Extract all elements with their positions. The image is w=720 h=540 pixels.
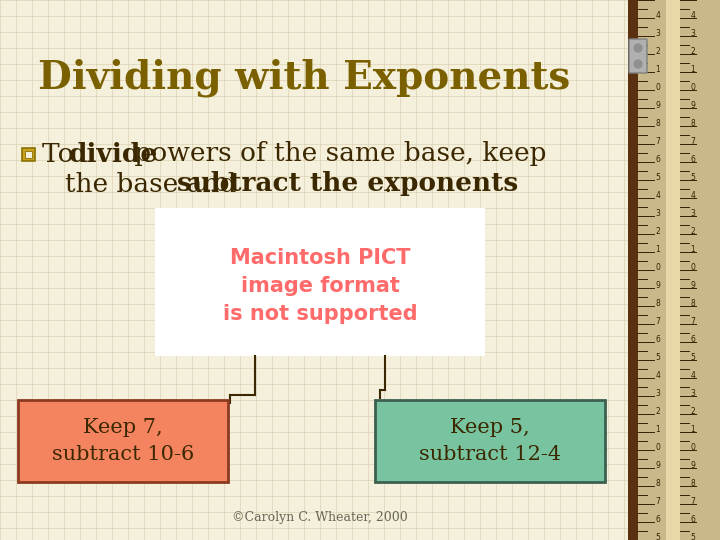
Text: Keep 7,
subtract 10-6: Keep 7, subtract 10-6 [52,418,194,464]
Text: 4: 4 [690,372,696,381]
Text: 3: 3 [690,210,696,219]
Text: 2: 2 [656,408,660,416]
Text: 2: 2 [656,48,660,57]
Text: 2: 2 [690,408,696,416]
Text: 0: 0 [690,443,696,453]
Text: 6: 6 [656,156,660,165]
Text: 5: 5 [656,534,660,540]
Text: 8: 8 [656,480,660,489]
Text: 6: 6 [656,516,660,524]
Text: 7: 7 [656,138,660,146]
Text: 8: 8 [690,119,696,129]
Text: 8: 8 [690,480,696,489]
Text: 0: 0 [656,443,660,453]
Text: ©Carolyn C. Wheater, 2000: ©Carolyn C. Wheater, 2000 [232,511,408,524]
Text: 5: 5 [690,534,696,540]
Text: 1: 1 [690,65,696,75]
Text: 2: 2 [656,227,660,237]
Text: 4: 4 [690,11,696,21]
Text: 7: 7 [690,497,696,507]
Text: divide: divide [69,141,158,166]
Text: powers of the same base, keep: powers of the same base, keep [126,141,546,166]
Bar [628,0,638,540]
Text: 2: 2 [690,48,696,57]
Text: 4: 4 [690,192,696,200]
Text: subtract the exponents: subtract the exponents [177,172,518,197]
FancyBboxPatch shape [629,39,647,73]
Text: 6: 6 [690,335,696,345]
Bar [375,400,605,482]
Bar [628,0,720,540]
Text: 3: 3 [690,30,696,38]
Text: 9: 9 [656,102,660,111]
Text: 5: 5 [690,354,696,362]
Text: 1: 1 [656,426,660,435]
Text: 1: 1 [690,246,696,254]
Text: 4: 4 [656,192,660,200]
Text: 9: 9 [690,281,696,291]
Text: Keep 5,
subtract 12-4: Keep 5, subtract 12-4 [419,418,561,464]
Text: Dividing with Exponents: Dividing with Exponents [38,59,570,97]
Text: 8: 8 [656,300,660,308]
Text: 3: 3 [656,30,660,38]
Text: 3: 3 [656,389,660,399]
Text: 2: 2 [690,227,696,237]
Circle shape [634,44,642,52]
Bar [155,208,485,356]
Text: 6: 6 [656,335,660,345]
Text: 9: 9 [690,462,696,470]
Bar [22,148,35,161]
Text: 4: 4 [656,11,660,21]
Text: 5: 5 [656,0,660,3]
Text: 7: 7 [656,318,660,327]
Text: To: To [42,141,82,166]
Text: 8: 8 [690,300,696,308]
Text: 4: 4 [656,372,660,381]
Text: 0: 0 [656,264,660,273]
Text: Macintosh PICT
image format
is not supported: Macintosh PICT image format is not suppo… [222,248,418,324]
Text: 6: 6 [690,516,696,524]
Text: 8: 8 [656,119,660,129]
Text: 5: 5 [656,173,660,183]
Text: 1: 1 [656,246,660,254]
Text: 3: 3 [690,389,696,399]
Text: 5: 5 [656,354,660,362]
Text: 7: 7 [690,318,696,327]
Bar [666,0,680,540]
Text: 7: 7 [690,138,696,146]
Bar [25,151,32,158]
Circle shape [634,60,642,68]
Text: 0: 0 [690,264,696,273]
Text: 9: 9 [656,281,660,291]
Text: 1: 1 [690,426,696,435]
Text: .: . [383,172,392,197]
Text: 9: 9 [690,102,696,111]
Text: 5: 5 [690,173,696,183]
Text: the base and: the base and [65,172,245,197]
Text: 5: 5 [690,0,696,3]
Bar [18,400,228,482]
Text: 6: 6 [690,156,696,165]
Text: 9: 9 [656,462,660,470]
Text: 7: 7 [656,497,660,507]
Text: 0: 0 [656,84,660,92]
Text: 3: 3 [656,210,660,219]
Text: 0: 0 [690,84,696,92]
Text: 1: 1 [656,65,660,75]
